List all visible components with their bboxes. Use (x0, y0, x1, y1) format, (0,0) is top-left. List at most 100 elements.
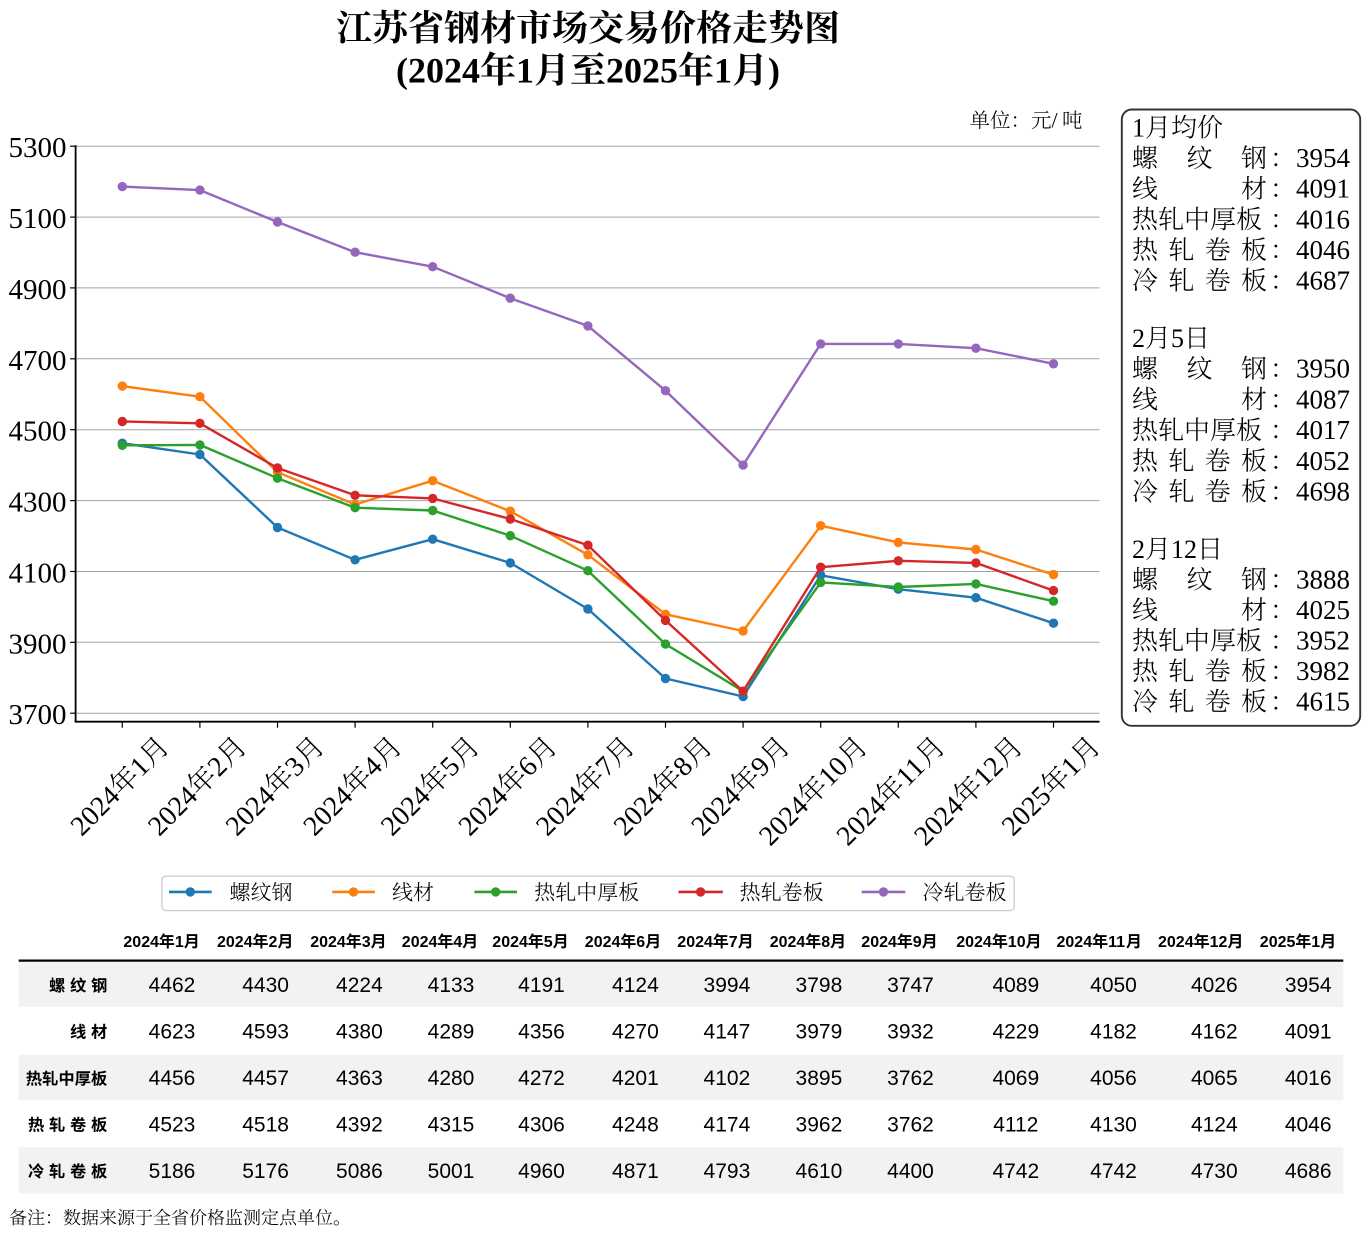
svg-text:2024: 2024 (585, 934, 621, 951)
svg-text:5086: 5086 (336, 1160, 383, 1183)
svg-text:4016: 4016 (1285, 1067, 1332, 1090)
svg-text:4: 4 (453, 934, 462, 951)
svg-text:3994: 3994 (704, 974, 751, 997)
svg-text:4871: 4871 (612, 1160, 659, 1183)
svg-text:4593: 4593 (242, 1020, 289, 1043)
svg-text:2024: 2024 (1057, 934, 1093, 951)
svg-text:2025: 2025 (606, 51, 678, 91)
svg-text:3979: 3979 (796, 1020, 843, 1043)
svg-text:2024: 2024 (956, 934, 992, 951)
svg-text:4500: 4500 (9, 416, 67, 448)
svg-text:4112: 4112 (993, 1113, 1038, 1136)
svg-text:4133: 4133 (428, 974, 475, 997)
svg-text:4174: 4174 (704, 1113, 751, 1136)
svg-text:4742: 4742 (1090, 1160, 1137, 1183)
svg-text:3798: 3798 (796, 974, 843, 997)
svg-text:4100: 4100 (9, 558, 67, 590)
svg-text:3932: 3932 (887, 1020, 934, 1043)
svg-text:2024: 2024 (310, 934, 346, 951)
svg-text:4686: 4686 (1285, 1160, 1332, 1183)
svg-text:12: 12 (1210, 934, 1228, 951)
svg-text:2024: 2024 (492, 934, 528, 951)
svg-text:4201: 4201 (612, 1067, 659, 1090)
svg-text:4124: 4124 (612, 974, 659, 997)
svg-text:4793: 4793 (704, 1160, 751, 1183)
svg-text:2: 2 (1132, 535, 1145, 564)
svg-text:1: 1 (175, 934, 184, 951)
svg-text:4182: 4182 (1090, 1020, 1137, 1043)
svg-text:4272: 4272 (518, 1067, 565, 1090)
svg-text:3747: 3747 (887, 974, 934, 997)
svg-text:3952: 3952 (1296, 626, 1350, 656)
svg-text:4315: 4315 (428, 1113, 475, 1136)
svg-text:4698: 4698 (1296, 477, 1350, 507)
svg-text:3954: 3954 (1296, 143, 1351, 173)
svg-text:3982: 3982 (1296, 656, 1350, 686)
svg-text:3954: 3954 (1285, 974, 1332, 997)
svg-text:12: 12 (1171, 535, 1197, 564)
svg-text:4623: 4623 (149, 1020, 196, 1043)
svg-text:3950: 3950 (1296, 354, 1350, 384)
svg-text:2024: 2024 (217, 934, 253, 951)
svg-text:4069: 4069 (992, 1067, 1039, 1090)
svg-text:4147: 4147 (704, 1020, 751, 1043)
svg-text:1: 1 (714, 51, 732, 91)
svg-text:4462: 4462 (149, 974, 196, 997)
svg-text:4046: 4046 (1296, 235, 1350, 265)
svg-text:4610: 4610 (796, 1160, 843, 1183)
svg-text:4687: 4687 (1296, 266, 1350, 296)
svg-text:2024: 2024 (123, 934, 159, 951)
svg-text:4056: 4056 (1090, 1067, 1137, 1090)
svg-text:4280: 4280 (428, 1067, 475, 1090)
svg-text:2024: 2024 (770, 934, 806, 951)
svg-text:4052: 4052 (1296, 446, 1350, 476)
svg-text:/: / (1052, 108, 1059, 133)
svg-text:4900: 4900 (9, 274, 67, 306)
svg-text:4124: 4124 (1191, 1113, 1238, 1136)
svg-text:4615: 4615 (1296, 687, 1350, 717)
svg-text:4730: 4730 (1191, 1160, 1238, 1183)
svg-text:4363: 4363 (336, 1067, 383, 1090)
svg-text:4270: 4270 (612, 1020, 659, 1043)
svg-text:4300: 4300 (9, 487, 67, 519)
svg-text:4356: 4356 (518, 1020, 565, 1043)
svg-text:4700: 4700 (9, 345, 67, 377)
svg-text:2: 2 (1132, 324, 1145, 353)
svg-text:4518: 4518 (242, 1113, 289, 1136)
svg-text:4457: 4457 (242, 1067, 289, 1090)
svg-text:2024: 2024 (861, 934, 897, 951)
svg-text:4430: 4430 (242, 974, 289, 997)
svg-text:4742: 4742 (992, 1160, 1039, 1183)
svg-text:4523: 4523 (149, 1113, 196, 1136)
svg-text:4229: 4229 (992, 1020, 1039, 1043)
svg-text:4400: 4400 (887, 1160, 934, 1183)
svg-text:5: 5 (544, 934, 553, 951)
svg-text:4065: 4065 (1191, 1067, 1238, 1090)
svg-text:5100: 5100 (9, 203, 67, 235)
svg-text:4017: 4017 (1296, 415, 1350, 445)
svg-text:4289: 4289 (428, 1020, 475, 1043)
svg-text:3700: 3700 (9, 699, 67, 731)
svg-text:5300: 5300 (9, 132, 67, 164)
svg-text:6: 6 (636, 934, 645, 951)
svg-text:4050: 4050 (1090, 974, 1137, 997)
svg-text:10: 10 (1008, 934, 1026, 951)
svg-text:): ) (768, 51, 780, 91)
svg-text:4087: 4087 (1296, 384, 1350, 414)
svg-text:3762: 3762 (887, 1067, 934, 1090)
svg-text:4224: 4224 (336, 974, 383, 997)
svg-text:11: 11 (1108, 934, 1125, 951)
svg-text:7: 7 (729, 934, 738, 951)
svg-text:5186: 5186 (149, 1160, 196, 1183)
svg-text:4016: 4016 (1296, 204, 1350, 234)
svg-text:1: 1 (1132, 114, 1145, 143)
svg-text:4191: 4191 (518, 974, 565, 997)
svg-text:(2024: (2024 (396, 51, 480, 91)
svg-text:4026: 4026 (1191, 974, 1238, 997)
svg-text:9: 9 (913, 934, 922, 951)
svg-text:2: 2 (269, 934, 278, 951)
svg-text:4162: 4162 (1191, 1020, 1238, 1043)
svg-text:4102: 4102 (704, 1067, 751, 1090)
svg-text:3: 3 (362, 934, 371, 951)
svg-text:4130: 4130 (1090, 1113, 1137, 1136)
